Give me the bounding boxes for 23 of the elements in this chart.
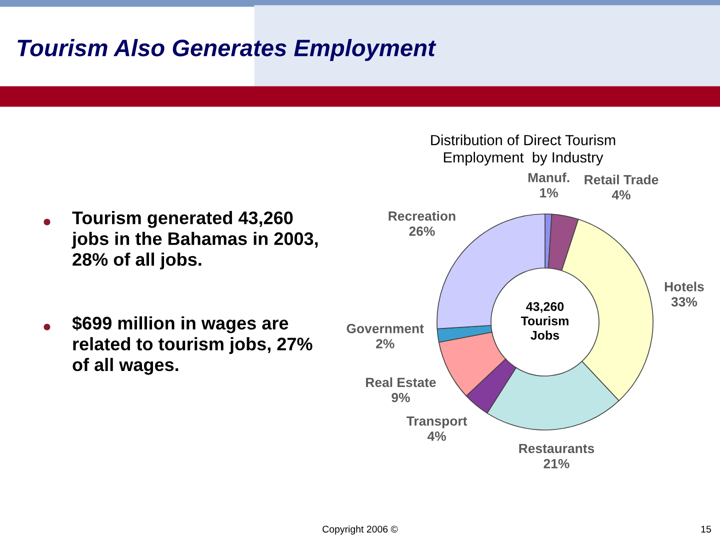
slice-label: Manuf. bbox=[528, 172, 570, 182]
slice-label: Transport bbox=[406, 416, 468, 428]
chart-title: Tourism Also Generates Employment bbox=[18, 38, 436, 62]
slice-label: Restaurants bbox=[519, 444, 594, 454]
slice-label: Government bbox=[346, 324, 424, 334]
data-label: 21% bbox=[544, 458, 570, 468]
data-label: 33% bbox=[671, 297, 698, 307]
text: $699 million in wages are related to tourism jobs, 27% of all wages. bbox=[72, 316, 312, 375]
text: Copyright 2006 © bbox=[322, 525, 398, 535]
slice-label: Retail Trade bbox=[584, 174, 658, 184]
text: 15 bbox=[701, 526, 711, 533]
slice-label: Recreation bbox=[388, 211, 456, 221]
data-label: 4% bbox=[612, 190, 630, 200]
data-label: 2% bbox=[376, 339, 394, 348]
text: Tourism generated 43,260 jobs in the Bahamas in 2003, 28% of all jobs. bbox=[72, 211, 318, 270]
data-label: 9% bbox=[392, 392, 410, 402]
slice-label: Hotels bbox=[664, 282, 704, 292]
chart-subtitle: Distribution of Direct Tourism Employment by Industry bbox=[431, 134, 616, 166]
data-label: 26% bbox=[409, 226, 435, 236]
data-label: 1% bbox=[540, 188, 558, 198]
data-label: 4% bbox=[427, 432, 446, 441]
text: 43,260 Tourism Jobs bbox=[520, 302, 568, 340]
slice-label: Real Estate bbox=[366, 377, 436, 388]
